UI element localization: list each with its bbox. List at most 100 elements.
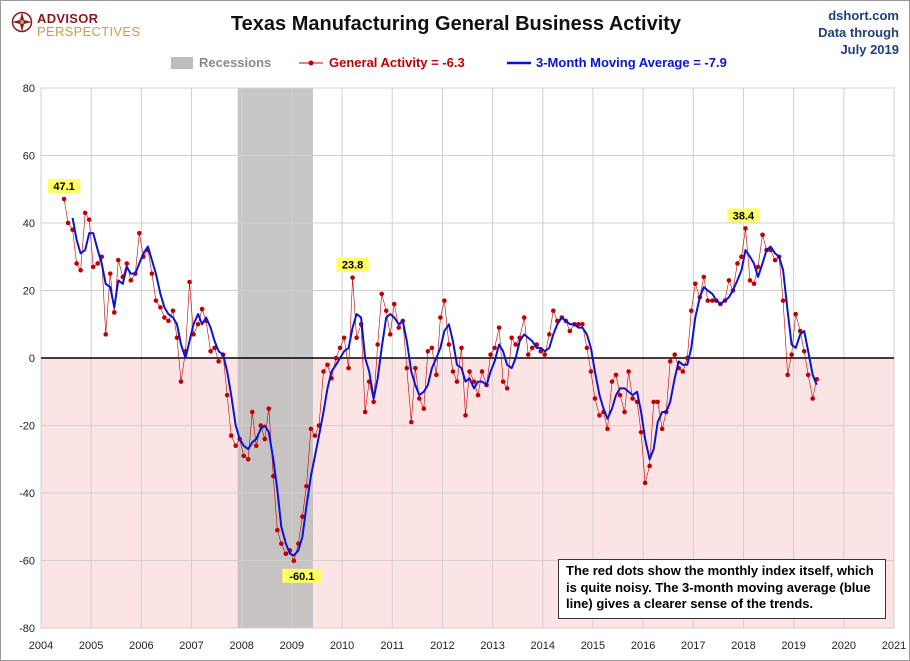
annotation-label: 23.8 xyxy=(342,260,363,272)
y-tick-label: -80 xyxy=(19,623,35,635)
general-activity-point xyxy=(409,419,414,425)
general-activity-point xyxy=(521,315,527,320)
x-tick-label: 2007 xyxy=(179,640,203,652)
annotation-label: 47.1 xyxy=(53,181,74,193)
general-activity-point xyxy=(504,386,510,391)
general-activity-point xyxy=(174,335,180,341)
general-activity-point xyxy=(597,413,602,418)
general-activity-point xyxy=(429,345,435,351)
general-activity-point xyxy=(107,271,113,276)
general-activity-point xyxy=(350,275,355,280)
general-activity-point xyxy=(354,335,359,341)
general-activity-point xyxy=(667,359,673,364)
general-activity-point xyxy=(584,345,590,351)
general-activity-point xyxy=(789,352,794,357)
general-activity-point xyxy=(434,372,439,378)
general-activity-point xyxy=(542,352,548,357)
general-activity-point xyxy=(82,210,88,216)
x-tick-label: 2013 xyxy=(480,640,504,652)
general-activity-point xyxy=(404,365,410,371)
general-activity-point xyxy=(291,558,297,564)
general-activity-point xyxy=(747,278,753,283)
general-activity-point xyxy=(622,409,627,415)
general-activity-point xyxy=(216,359,221,364)
general-activity-point xyxy=(262,436,268,442)
general-activity-point xyxy=(475,392,481,398)
x-tick-label: 2012 xyxy=(430,640,454,652)
logo-line2: PERSPECTIVES xyxy=(37,24,141,39)
x-tick-label: 2019 xyxy=(781,640,805,652)
logo-line1: ADVISOR xyxy=(37,11,99,26)
general-activity-point xyxy=(613,372,619,378)
annotation-label: -60.1 xyxy=(289,571,314,583)
general-activity-point xyxy=(199,306,205,312)
general-activity-point xyxy=(300,514,305,519)
general-activity-point xyxy=(446,342,452,347)
general-activity-point xyxy=(362,409,368,415)
general-activity-point xyxy=(111,310,117,315)
general-activity-point xyxy=(233,443,238,449)
y-tick-label: 20 xyxy=(23,286,35,298)
annotation-box xyxy=(47,179,81,194)
general-activity-point xyxy=(425,348,431,354)
general-activity-point xyxy=(710,298,715,303)
general-activity-point xyxy=(785,372,790,378)
general-activity-point xyxy=(115,257,121,263)
general-activity-point xyxy=(241,453,247,459)
general-activity-point xyxy=(245,456,251,462)
compass-star-icon xyxy=(11,11,33,33)
x-tick-label: 2005 xyxy=(79,640,103,652)
general-activity-point xyxy=(304,483,309,489)
general-activity-point xyxy=(195,321,201,327)
general-activity-point xyxy=(655,399,660,405)
x-tick-label: 2020 xyxy=(832,640,856,652)
general-activity-point xyxy=(492,345,497,351)
general-activity-point xyxy=(375,342,380,347)
general-activity-point xyxy=(178,379,184,384)
annotation-box xyxy=(727,208,760,223)
x-tick-label: 2017 xyxy=(681,640,705,652)
general-activity-point xyxy=(760,232,765,238)
general-activity-point xyxy=(438,315,443,320)
advisor-perspectives-logo: ADVISOR PERSPECTIVES xyxy=(11,9,141,41)
general-activity-point xyxy=(337,345,343,351)
general-activity-point xyxy=(74,261,79,266)
general-activity-point xyxy=(253,443,259,449)
x-tick-label: 2004 xyxy=(29,640,53,652)
general-activity-point xyxy=(659,426,665,432)
x-tick-label: 2011 xyxy=(380,640,404,652)
general-activity-point xyxy=(341,335,347,341)
general-activity-point xyxy=(630,396,635,401)
general-activity-point xyxy=(279,541,284,546)
general-activity-point xyxy=(103,332,109,337)
general-activity-point xyxy=(471,379,477,384)
general-activity-point xyxy=(95,261,100,266)
general-activity-point xyxy=(735,261,740,266)
general-activity-point xyxy=(391,301,397,307)
x-tick-label: 2006 xyxy=(129,640,153,652)
general-activity-point xyxy=(743,226,748,231)
general-activity-point xyxy=(605,426,610,432)
general-activity-point xyxy=(617,392,623,398)
general-activity-point xyxy=(312,433,318,438)
legend-recession-swatch xyxy=(171,57,193,69)
y-tick-label: -20 xyxy=(19,421,35,433)
general-activity-point xyxy=(249,409,255,415)
general-activity-point xyxy=(149,271,155,276)
general-activity-point xyxy=(275,527,280,533)
y-tick-label: -60 xyxy=(19,556,35,568)
general-activity-point xyxy=(283,551,289,557)
legend-general-label: General Activity = -6.3 xyxy=(329,55,465,70)
moving-average-line xyxy=(71,217,818,557)
y-tick-label: 0 xyxy=(29,353,35,365)
general-activity-point xyxy=(551,308,556,314)
x-tick-label: 2016 xyxy=(631,640,655,652)
general-activity-point xyxy=(513,342,518,347)
general-activity-point xyxy=(525,352,531,357)
general-activity-point xyxy=(124,261,130,266)
general-activity-point xyxy=(162,315,167,320)
y-tick-label: 80 xyxy=(23,83,35,95)
general-activity-point xyxy=(421,406,427,411)
